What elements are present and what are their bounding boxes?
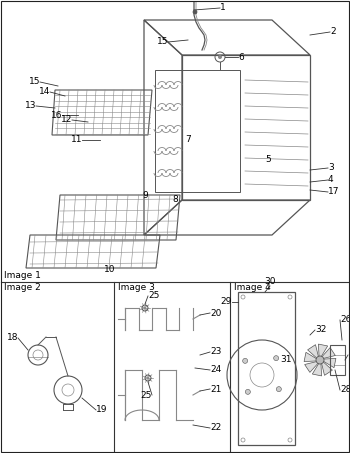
Text: 15: 15: [28, 77, 40, 87]
Circle shape: [243, 358, 248, 363]
Text: Image 3: Image 3: [118, 284, 155, 293]
Polygon shape: [321, 347, 335, 359]
Text: 31: 31: [280, 356, 292, 365]
Text: 5: 5: [265, 155, 271, 164]
Text: 19: 19: [96, 405, 107, 414]
Text: 24: 24: [210, 366, 221, 375]
Text: 13: 13: [25, 101, 36, 111]
Text: 18: 18: [7, 333, 18, 342]
Text: 11: 11: [70, 135, 82, 145]
Text: 1: 1: [220, 4, 226, 13]
Text: 22: 22: [210, 424, 221, 433]
Text: 15: 15: [156, 38, 168, 47]
Text: Image 4: Image 4: [234, 284, 271, 293]
Polygon shape: [304, 352, 317, 361]
Text: 32: 32: [315, 326, 326, 334]
Text: 21: 21: [210, 385, 221, 394]
Text: 14: 14: [38, 87, 50, 96]
Text: 17: 17: [328, 188, 340, 197]
Circle shape: [316, 356, 324, 364]
Text: 2: 2: [330, 28, 336, 37]
Bar: [155, 70, 240, 192]
Text: 25: 25: [148, 291, 159, 300]
Text: 16: 16: [50, 111, 62, 120]
Text: 8: 8: [172, 196, 178, 204]
Text: 23: 23: [210, 347, 221, 357]
Text: 9: 9: [142, 191, 148, 199]
Bar: [330, 345, 345, 375]
Text: 10: 10: [104, 265, 116, 275]
Circle shape: [276, 387, 281, 392]
Text: 29: 29: [220, 298, 232, 307]
Text: 4: 4: [328, 175, 334, 184]
Text: Image 1: Image 1: [4, 271, 41, 280]
Text: 26: 26: [340, 315, 350, 324]
Text: Image 2: Image 2: [4, 284, 41, 293]
Polygon shape: [304, 361, 318, 372]
Text: 3: 3: [328, 164, 334, 173]
Bar: [238, 292, 295, 445]
Polygon shape: [318, 344, 328, 357]
Polygon shape: [308, 345, 318, 359]
Text: 12: 12: [61, 116, 72, 125]
Text: 27: 27: [348, 351, 350, 360]
Text: 6: 6: [238, 53, 244, 62]
Circle shape: [218, 55, 222, 59]
Text: 25: 25: [141, 390, 152, 400]
Text: 28: 28: [340, 386, 350, 395]
Circle shape: [274, 356, 279, 361]
Polygon shape: [321, 361, 332, 376]
Polygon shape: [323, 358, 336, 368]
Text: 30: 30: [264, 277, 276, 286]
Text: 20: 20: [210, 308, 221, 318]
Text: 7: 7: [185, 135, 191, 145]
Circle shape: [193, 10, 197, 14]
Circle shape: [245, 389, 250, 395]
Polygon shape: [312, 363, 322, 376]
